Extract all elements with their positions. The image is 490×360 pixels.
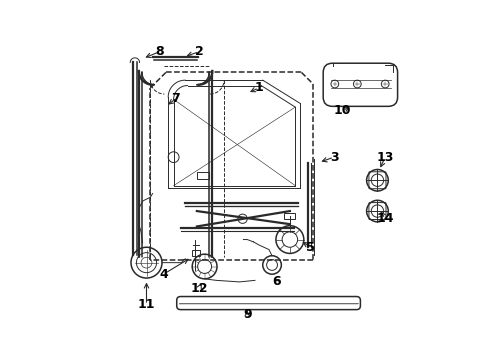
Bar: [197, 172, 209, 180]
Text: 13: 13: [376, 150, 394, 164]
Text: 14: 14: [376, 212, 394, 225]
Text: 6: 6: [272, 275, 281, 288]
Text: 4: 4: [159, 268, 168, 281]
Text: 3: 3: [330, 150, 339, 164]
Text: 11: 11: [138, 298, 155, 311]
Text: 10: 10: [334, 104, 351, 117]
Bar: [192, 249, 200, 256]
Text: 1: 1: [254, 81, 263, 94]
Text: 12: 12: [191, 282, 208, 294]
Text: 8: 8: [155, 45, 164, 58]
Bar: [285, 213, 295, 219]
Text: 9: 9: [243, 308, 251, 321]
Text: 2: 2: [195, 45, 203, 58]
Text: 7: 7: [172, 92, 180, 105]
Text: 5: 5: [306, 241, 315, 254]
